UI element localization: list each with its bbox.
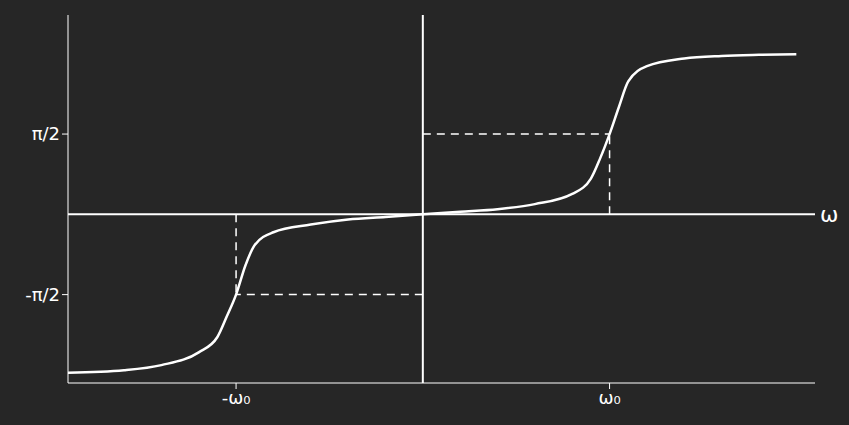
svg-text:-π/2: -π/2 [25, 284, 60, 305]
svg-text:ω: ω [820, 202, 838, 227]
svg-text:ω₀: ω₀ [598, 387, 620, 408]
svg-text:-ω₀: -ω₀ [222, 387, 251, 408]
svg-text:π/2: π/2 [32, 123, 60, 144]
